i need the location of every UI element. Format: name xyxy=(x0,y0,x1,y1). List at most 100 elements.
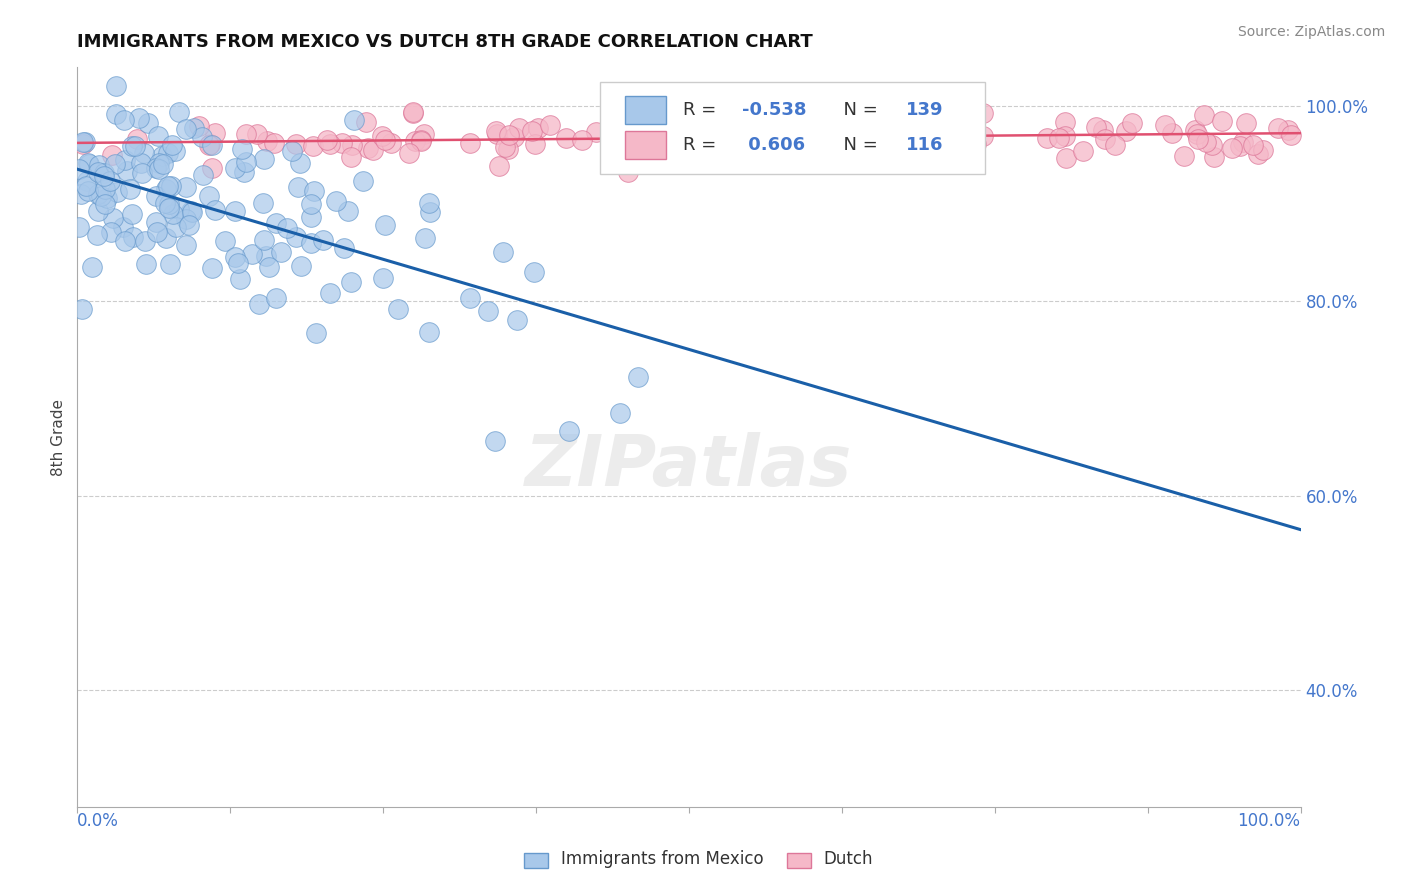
Point xyxy=(299,211,322,225)
Point xyxy=(67,219,90,234)
Point xyxy=(264,291,287,305)
Point xyxy=(80,260,103,274)
Point xyxy=(150,149,173,163)
Point xyxy=(1104,138,1126,153)
Point xyxy=(290,259,312,273)
Point xyxy=(1053,128,1076,143)
Point xyxy=(174,237,197,252)
Point xyxy=(319,137,342,152)
Point xyxy=(1185,127,1208,141)
Point xyxy=(526,121,548,136)
Point xyxy=(98,174,121,188)
Point xyxy=(404,134,426,148)
Point xyxy=(301,139,323,153)
Point xyxy=(270,244,292,259)
Point xyxy=(1220,141,1243,155)
Point xyxy=(832,140,855,154)
Point xyxy=(494,140,516,154)
Point xyxy=(1194,135,1216,149)
Point xyxy=(112,220,135,235)
Text: Source: ZipAtlas.com: Source: ZipAtlas.com xyxy=(1237,25,1385,39)
Point xyxy=(163,144,186,158)
Point xyxy=(183,120,205,135)
Point xyxy=(87,165,110,179)
Point xyxy=(870,128,893,142)
Point xyxy=(93,197,115,211)
Text: 0.0%: 0.0% xyxy=(77,812,120,830)
FancyBboxPatch shape xyxy=(626,95,665,124)
Point xyxy=(76,184,98,198)
FancyBboxPatch shape xyxy=(599,82,986,174)
Point xyxy=(136,116,159,130)
Point xyxy=(104,106,127,120)
Point xyxy=(643,128,665,143)
Point xyxy=(254,249,277,263)
Point xyxy=(343,112,366,127)
Text: N =: N = xyxy=(832,136,883,153)
Point xyxy=(246,128,269,142)
Point xyxy=(302,184,325,198)
Point xyxy=(506,313,529,327)
Point xyxy=(134,235,156,249)
Point xyxy=(352,174,374,188)
Point xyxy=(157,197,180,211)
FancyBboxPatch shape xyxy=(787,853,811,868)
Point xyxy=(114,234,136,248)
Point xyxy=(965,136,987,151)
Point xyxy=(1085,120,1108,134)
Point xyxy=(336,204,359,219)
Point xyxy=(846,157,869,171)
Point xyxy=(305,326,328,341)
Point xyxy=(93,182,115,196)
Point xyxy=(938,128,960,142)
FancyBboxPatch shape xyxy=(626,130,665,159)
Point xyxy=(965,127,987,141)
Point xyxy=(869,139,891,153)
Point xyxy=(198,136,221,151)
Text: IMMIGRANTS FROM MEXICO VS DUTCH 8TH GRADE CORRELATION CHART: IMMIGRANTS FROM MEXICO VS DUTCH 8TH GRAD… xyxy=(77,34,813,52)
Point xyxy=(224,250,246,264)
Text: ZIPatlas: ZIPatlas xyxy=(526,433,852,501)
Point xyxy=(1241,137,1264,152)
Point xyxy=(156,146,179,161)
Point xyxy=(87,158,110,172)
Point xyxy=(402,106,425,120)
Point xyxy=(148,156,170,170)
Point xyxy=(104,79,127,94)
Point xyxy=(155,231,177,245)
Point xyxy=(332,136,354,150)
Point xyxy=(658,135,681,149)
Point xyxy=(609,406,631,420)
Point xyxy=(626,369,648,384)
Point xyxy=(145,215,167,229)
Text: 0.606: 0.606 xyxy=(741,136,804,153)
Point xyxy=(1173,149,1195,163)
Point xyxy=(174,212,197,227)
Point xyxy=(160,179,183,194)
Point xyxy=(253,152,276,166)
Point xyxy=(121,139,143,153)
Point xyxy=(340,137,363,152)
Point xyxy=(496,142,519,156)
Point xyxy=(1161,126,1184,140)
Point xyxy=(477,304,499,318)
Point xyxy=(121,230,143,244)
Point xyxy=(734,124,756,138)
Point xyxy=(153,195,176,210)
Point xyxy=(176,180,198,194)
Point xyxy=(938,127,960,141)
Point xyxy=(679,104,702,119)
Point xyxy=(87,187,110,202)
Point xyxy=(485,124,508,138)
Text: 139: 139 xyxy=(905,101,943,119)
Point xyxy=(1201,138,1223,153)
Point xyxy=(380,136,402,151)
Point xyxy=(1092,122,1115,136)
Y-axis label: 8th Grade: 8th Grade xyxy=(51,399,66,475)
Point xyxy=(145,161,167,175)
Point xyxy=(256,135,278,149)
Point xyxy=(191,168,214,182)
Point xyxy=(93,169,115,183)
Point xyxy=(155,182,177,196)
Point xyxy=(523,265,546,279)
